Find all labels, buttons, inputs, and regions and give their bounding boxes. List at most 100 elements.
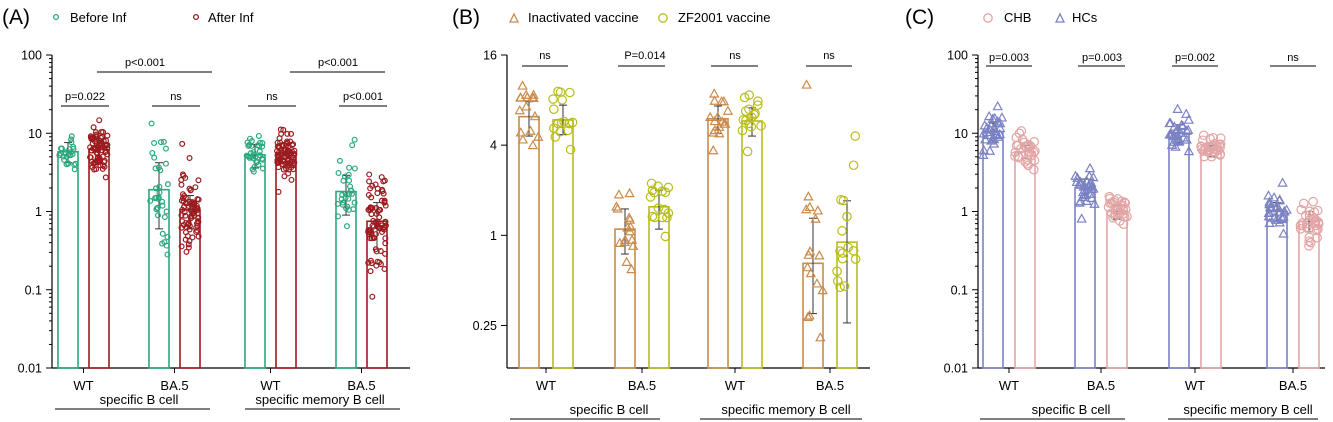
panel-c-y-axis: 0.01 0.1 1 10 100 WT BA.5 WT BA.5 xyxy=(944,49,1325,393)
sig-label: ns xyxy=(1287,52,1299,64)
group-label: specific memory B cell xyxy=(255,392,384,407)
data-point xyxy=(68,139,75,146)
data-point xyxy=(162,145,169,152)
data-point xyxy=(993,131,1004,141)
sig-label: p=0.022 xyxy=(65,91,105,103)
data-point xyxy=(256,139,263,146)
data-point xyxy=(290,166,297,173)
data-point xyxy=(382,240,389,247)
data-point xyxy=(810,213,821,223)
data-point xyxy=(335,169,342,176)
data-point xyxy=(382,218,389,225)
data-point xyxy=(564,87,575,98)
data-point xyxy=(1085,177,1096,187)
data-point xyxy=(811,278,823,288)
data-point xyxy=(368,230,375,237)
data-point xyxy=(619,234,631,244)
data-point xyxy=(1170,141,1181,151)
data-point xyxy=(1305,237,1316,248)
data-point xyxy=(1198,146,1208,156)
x-tick-label: WT xyxy=(1185,378,1205,393)
legend-after-inf-marker xyxy=(192,13,200,21)
data-point xyxy=(178,224,185,231)
data-point xyxy=(805,267,817,278)
legend-inactivated-label: Inactivated vaccine xyxy=(528,10,639,25)
data-point xyxy=(379,186,386,193)
data-point xyxy=(366,171,373,178)
data-point xyxy=(1214,139,1225,150)
bar xyxy=(1014,150,1036,369)
data-point xyxy=(162,160,169,167)
data-point xyxy=(1072,172,1083,182)
data-point xyxy=(647,211,658,222)
data-point xyxy=(803,191,814,201)
data-point xyxy=(1203,147,1214,157)
data-point xyxy=(347,183,354,190)
data-point xyxy=(657,212,668,223)
bar xyxy=(1298,220,1320,369)
data-point xyxy=(817,284,828,295)
data-point xyxy=(93,149,100,156)
data-point xyxy=(154,204,161,211)
panel-c-plot xyxy=(978,100,1324,369)
data-point xyxy=(370,235,377,242)
data-point xyxy=(749,109,759,120)
data-point xyxy=(611,201,622,211)
legend-zf2001-label: ZF2001 vaccine xyxy=(678,10,771,25)
y-tick-label: 10 xyxy=(954,127,968,141)
data-point xyxy=(163,208,170,215)
data-point xyxy=(186,185,193,192)
bar xyxy=(1168,132,1190,369)
sig-label: p<0.001 xyxy=(125,57,165,69)
panel-c-group-labels: specific B cell specific memory B cell xyxy=(980,402,1318,420)
sig-label: p=0.002 xyxy=(1175,52,1215,64)
sig-label: p<0.001 xyxy=(318,57,358,69)
data-point xyxy=(802,261,813,272)
data-point xyxy=(624,214,636,224)
panel-c-legend: CHB HCs xyxy=(983,10,1098,25)
data-point xyxy=(565,144,576,155)
data-point xyxy=(93,133,100,140)
data-point xyxy=(1084,170,1095,181)
data-point xyxy=(624,225,636,236)
data-point xyxy=(646,178,657,189)
data-point xyxy=(275,153,282,160)
data-point xyxy=(195,233,202,240)
data-point xyxy=(989,112,1001,123)
data-point xyxy=(147,197,154,204)
data-point xyxy=(1304,232,1315,243)
data-point xyxy=(367,185,374,192)
data-point xyxy=(149,149,156,156)
data-point xyxy=(647,185,658,196)
data-point xyxy=(1177,120,1189,130)
data-point xyxy=(709,88,720,98)
data-point xyxy=(1106,208,1117,218)
data-point xyxy=(528,89,539,99)
data-point xyxy=(992,100,1003,111)
data-point xyxy=(1079,184,1090,194)
panel-b-group-labels: specific B cell specific memory B cell xyxy=(510,402,862,420)
data-point xyxy=(104,141,111,148)
data-point xyxy=(1295,220,1306,231)
data-point xyxy=(278,147,285,154)
data-point xyxy=(377,225,384,232)
data-point xyxy=(101,159,108,166)
data-point xyxy=(815,331,826,342)
data-point xyxy=(93,166,100,173)
data-point xyxy=(382,250,389,257)
data-point xyxy=(195,177,202,184)
data-point xyxy=(1273,206,1285,216)
data-point xyxy=(624,187,635,198)
data-point xyxy=(194,227,201,234)
bar xyxy=(1200,149,1222,369)
data-point xyxy=(98,128,105,135)
data-point xyxy=(365,192,372,199)
data-point xyxy=(251,163,258,170)
panel-b-significance: ns P=0.014 ns ns xyxy=(522,50,852,67)
data-point xyxy=(517,134,529,144)
data-point xyxy=(151,154,158,161)
data-point xyxy=(801,79,812,89)
data-point xyxy=(835,246,845,256)
data-point xyxy=(1112,208,1123,218)
data-point xyxy=(378,197,385,204)
